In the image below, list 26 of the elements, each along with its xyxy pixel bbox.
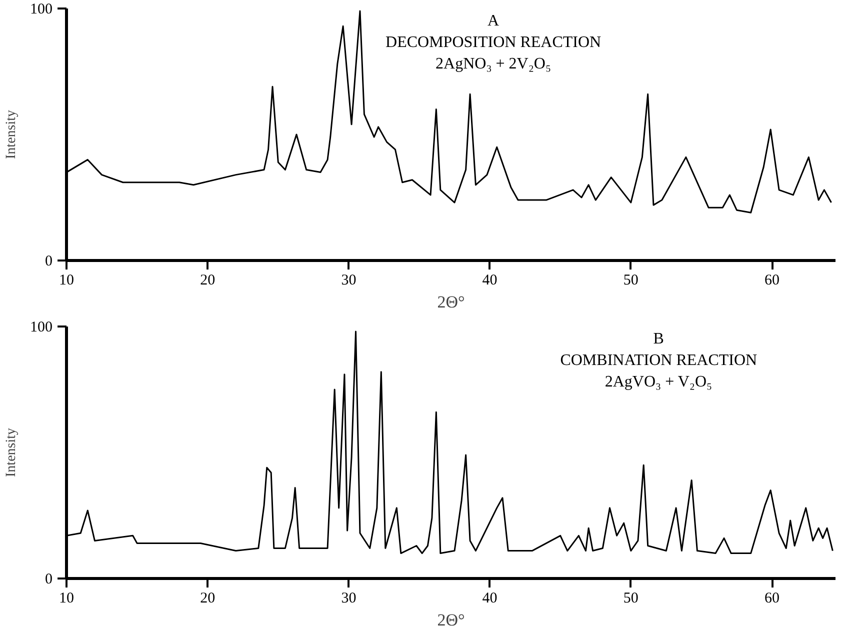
annotation: 2AgNO₃ + 2V₂O₅: [436, 55, 552, 72]
chart-title: B: [653, 330, 664, 348]
x-tick-label: 20: [200, 272, 216, 288]
x-tick-label: 60: [764, 272, 780, 288]
y-tick-label: 0: [45, 572, 52, 588]
text: DECOMPOSITION REACTION: [386, 34, 602, 52]
y-tick-label: 100: [30, 2, 52, 18]
x-tick-label: 10: [59, 272, 74, 288]
x-axis-title: 2Θ°: [437, 292, 465, 312]
x-tick-label: 10: [59, 590, 74, 606]
x-axis-title: 2Θ°: [437, 610, 465, 630]
x-tick-label: 30: [341, 590, 356, 606]
x-tick-label: 40: [482, 272, 498, 288]
x-tick-label: 50: [623, 590, 638, 606]
chart-title: A: [488, 12, 500, 30]
x-tick-label: 40: [482, 590, 498, 606]
y-axis-title: Intensity: [4, 110, 19, 159]
y-axis-title: Intensity: [4, 428, 19, 477]
x-tick-label: 60: [764, 590, 780, 606]
x-tick-label: 50: [623, 272, 638, 288]
x-tick-label: 20: [200, 590, 216, 606]
annotation: 2AgVO₃ + V₂O₅: [604, 373, 712, 390]
y-tick-label: 0: [45, 254, 52, 270]
text: COMBINATION REACTION: [560, 352, 758, 370]
y-tick-label: 100: [30, 320, 52, 336]
x-tick-label: 30: [341, 272, 356, 288]
